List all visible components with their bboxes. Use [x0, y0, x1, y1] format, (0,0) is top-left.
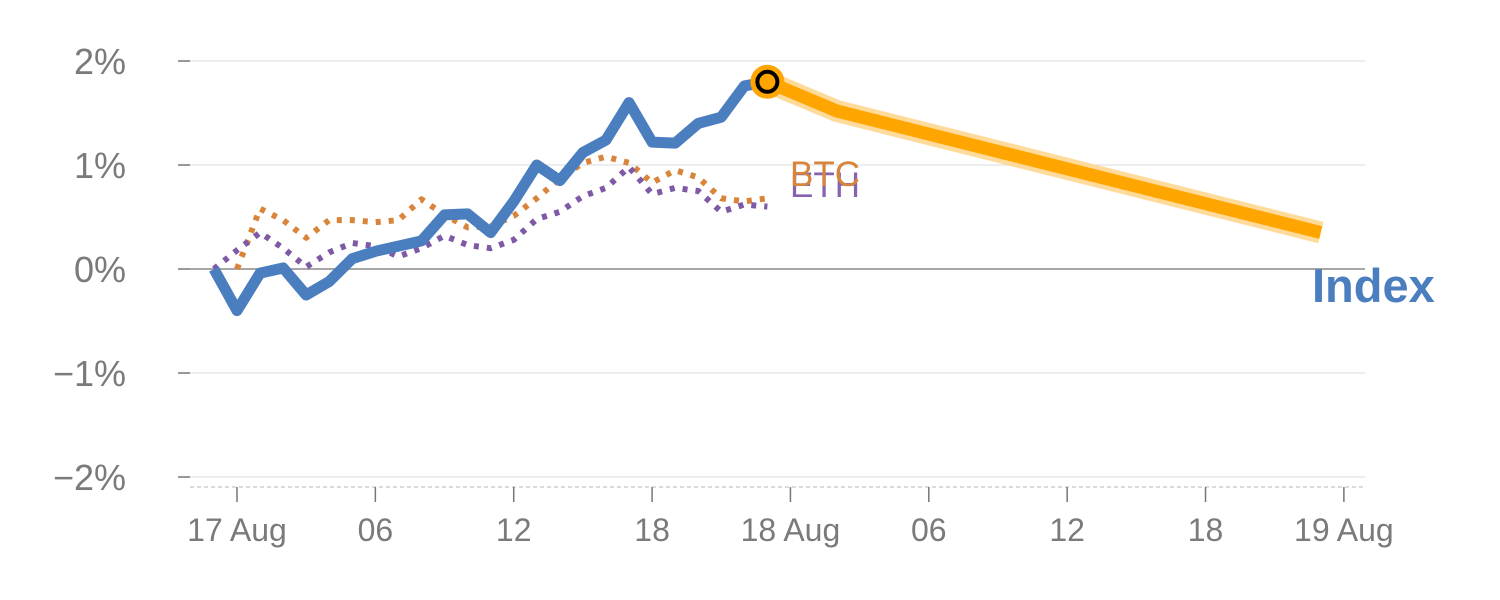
- highlight-marker-ring: [755, 69, 780, 94]
- markers: [750, 64, 785, 99]
- y-tick-label: −2%: [53, 457, 126, 498]
- series-label-btc: BTC: [790, 155, 860, 194]
- x-tick-label: 18 Aug: [741, 512, 841, 548]
- series-eth: [212, 164, 768, 272]
- x-tick-label: 06: [911, 512, 947, 548]
- x-tick-label: 12: [1049, 512, 1085, 548]
- x-tick-label: 18: [634, 512, 670, 548]
- y-tick-label: −1%: [53, 353, 126, 394]
- x-tick-label: 06: [358, 512, 394, 548]
- series-projection: [764, 75, 1323, 239]
- y-axis: 2% 1% 0% −1% −2%: [53, 41, 190, 498]
- x-tick-label: 19 Aug: [1294, 512, 1394, 548]
- x-tick-label: 17 Aug: [187, 512, 287, 548]
- y-tick-label: 1%: [74, 145, 126, 186]
- y-tick-label: 0%: [74, 249, 126, 290]
- series-index: [209, 76, 769, 317]
- highlight-marker-outer: [750, 64, 785, 99]
- y-tick-label: 2%: [74, 41, 126, 82]
- x-tick-label: 12: [496, 512, 532, 548]
- series-label-eth: ETH: [790, 166, 860, 205]
- x-axis: 17 Aug 06 12 18 18 Aug 06 12 18 19 Aug: [187, 486, 1394, 548]
- series-lines: [209, 71, 1324, 317]
- series-label-index: Index: [1312, 259, 1435, 312]
- grid-lines: [190, 60, 1365, 478]
- x-tick-label: 18: [1188, 512, 1224, 548]
